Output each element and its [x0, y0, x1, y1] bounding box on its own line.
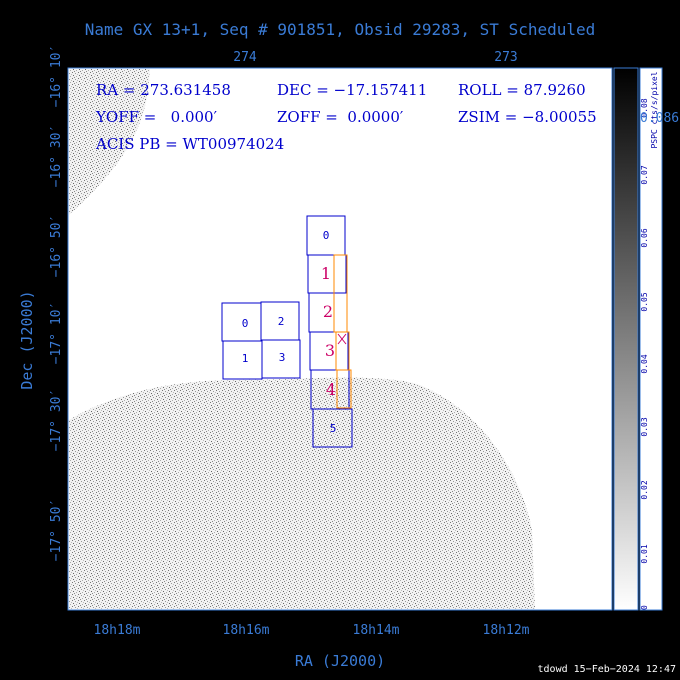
- x-axis-label: RA (J2000): [295, 652, 385, 670]
- colorbar-label-bg: [639, 67, 663, 611]
- left-axis-tick: −16° 50′: [49, 215, 64, 278]
- bottom-axis-tick: 18h18m: [94, 623, 141, 638]
- top-axis-tick: 274: [233, 50, 257, 65]
- left-axis-tick: −17° 10′: [49, 302, 64, 365]
- acis-i-array: [221, 301, 301, 380]
- top-axis-tick: 273: [494, 50, 517, 65]
- bottom-axis-tick: 18h16m: [223, 623, 270, 638]
- acis-i-label-3: 3: [279, 351, 286, 364]
- colorbar-tick: 0.05: [640, 292, 649, 311]
- acis-s-label-0: 0: [323, 229, 330, 242]
- left-axis-tick: −17° 50′: [49, 499, 64, 562]
- target-marker: [337, 333, 347, 345]
- acis-s-array: [306, 215, 353, 448]
- colorbar-tick: 0: [640, 605, 649, 610]
- colorbar-unit-label: PSPC cts/s/pixel: [650, 71, 659, 148]
- acis-s-label-4: 4: [326, 380, 336, 399]
- bottom-axis-tick: 18h14m: [353, 623, 400, 638]
- roll-readout: ROLL = 87.9260: [458, 81, 586, 99]
- subarray-outline: [333, 254, 352, 409]
- left-axis-tick: −16° 10′: [49, 45, 64, 108]
- ra-readout: RA = 273.631458: [96, 81, 231, 99]
- footer-credit: tdowd 15−Feb−2024 12:47: [538, 664, 676, 675]
- dec-readout: DEC = −17.157411: [277, 81, 427, 99]
- zsim-readout: ZSIM = −8.00055: [458, 108, 597, 126]
- colorbar-tick: 0.04: [640, 354, 649, 373]
- acis-s-label-2: 2: [323, 302, 333, 321]
- colorbar-tick: 0.03: [640, 417, 649, 436]
- left-axis-tick: −16° 30′: [49, 125, 64, 188]
- colorbar-tick: 0.06: [640, 228, 649, 247]
- acis-i-label-1: 1: [242, 352, 249, 365]
- acis-s-chip-5: [312, 408, 353, 448]
- left-axis-tick: −17° 30′: [49, 389, 64, 452]
- acis-i-label-0: 0: [242, 317, 249, 330]
- colorbar-overflow-label: 0.0863: [640, 111, 680, 126]
- zoff-readout: ZOFF = 0.0000′: [277, 108, 404, 126]
- yoff-readout: YOFF = 0.000′: [95, 108, 218, 126]
- colorbar-tick: 0.08: [640, 98, 649, 117]
- colorbar-tick: 0.07: [640, 165, 649, 184]
- colorbar-tick: 0.02: [640, 480, 649, 499]
- bottom-axis-tick: 18h12m: [483, 623, 530, 638]
- plot-title: Name GX 13+1, Seq # 901851, Obsid 29283,…: [85, 20, 596, 39]
- acis-i-chip-3: [261, 339, 301, 379]
- diffuse-emission-lower: [69, 377, 535, 609]
- acis-pb-readout: ACIS PB = WT00974024: [95, 135, 284, 153]
- colorbar: [613, 67, 639, 611]
- acis-s-label-1: 1: [321, 264, 331, 283]
- acis-s-label-5: 5: [330, 422, 337, 435]
- acis-i-label-2: 2: [278, 315, 285, 328]
- y-axis-label: Dec (J2000): [18, 290, 36, 389]
- acis-s-label-3: 3: [325, 341, 335, 360]
- colorbar-tick: 0.01: [640, 544, 649, 563]
- diffuse-emission-upper-left: [69, 69, 150, 215]
